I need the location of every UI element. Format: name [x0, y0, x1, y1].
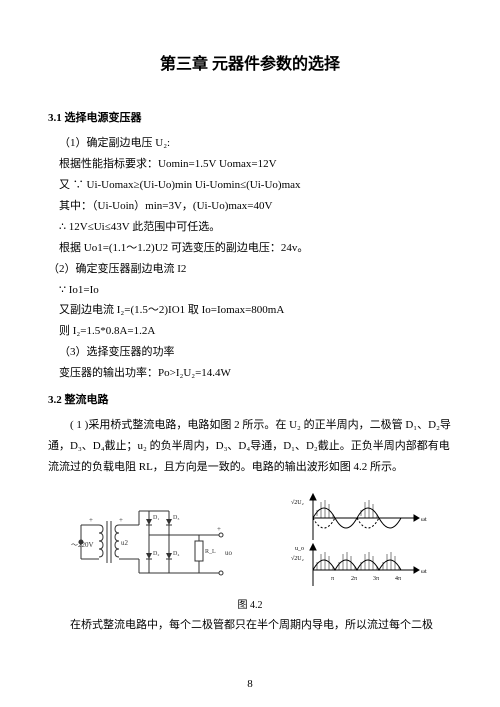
section-3-2-title: 3.2 整流电路: [48, 390, 452, 411]
svg-text:u_o: u_o: [295, 546, 304, 552]
svg-text:u2: u2: [121, 539, 129, 547]
svg-text:ωt: ωt: [421, 517, 427, 523]
svg-text:R_L: R_L: [205, 549, 216, 555]
svg-text:4π: 4π: [395, 576, 401, 582]
svg-text:+: +: [119, 516, 123, 524]
svg-text:π: π: [331, 576, 334, 582]
chapter-title: 第三章 元器件参数的选择: [48, 50, 452, 80]
line-3: 又 ∵ Ui-Uomax≥(Ui-Uo)min Ui-Uomin≤(Ui-Uo)…: [48, 175, 452, 196]
line-7: （2）确定变压器副边电流 I2: [48, 259, 452, 280]
svg-text:2π: 2π: [351, 576, 357, 582]
svg-text:～220V: ～220V: [71, 541, 94, 549]
line-12: 变压器的输出功率：Po>I₂U₂=14.4W: [48, 363, 452, 384]
line-10: 则 I₂=1.5*0.8A=1.2A: [48, 321, 452, 342]
svg-text:D₄: D₄: [173, 551, 179, 557]
svg-text:+: +: [89, 516, 93, 524]
section-3-1-title: 3.1 选择电源变压器: [48, 108, 452, 129]
para-3-2-1: ( 1 )采用桥式整流电路，电路如图 2 所示。在 U₂ 的正半周内，二极管 D…: [48, 415, 452, 478]
para-3-2-2: 在桥式整流电路中，每个二极管都只在半个周期内导电，所以流过每个二极: [48, 615, 452, 636]
svg-text:+: +: [217, 525, 221, 533]
waveform-diagram: √2U₂ ωt u_o √2U₂ π 2π 3π 4π ωt: [291, 492, 431, 592]
line-9: 又副边电流 I₂=(1.5～2)IO1 取 Io=Iomax=800mA: [48, 300, 452, 321]
line-6: 根据 Uo1=(1.1～1.2)U2 可选变压的副边电压：24v。: [48, 238, 452, 259]
svg-text:√2U₂: √2U₂: [291, 555, 304, 562]
line-2: 根据性能指标要求：Uomin=1.5V Uomax=12V: [48, 154, 452, 175]
page-number: 8: [0, 674, 500, 695]
svg-text:ωt: ωt: [421, 569, 427, 575]
line-8: ∵ Io1=Io: [48, 280, 452, 301]
line-11: （3）选择变压器的功率: [48, 342, 452, 363]
line-1: （1）确定副边电压 U₂:: [48, 133, 452, 154]
svg-text:√2U₂: √2U₂: [291, 499, 304, 506]
figure-caption: 图 4.2: [48, 596, 452, 615]
figure-row: ～220V + u2 + D₁: [48, 492, 452, 592]
circuit-diagram: ～220V + u2 + D₁: [69, 497, 249, 587]
svg-text:D₃: D₃: [173, 515, 179, 521]
svg-text:3π: 3π: [373, 576, 379, 582]
svg-text:D₂: D₂: [153, 551, 159, 557]
svg-text:uo: uo: [225, 549, 233, 557]
line-5: ∴ 12V≤Ui≤43V 此范围中可任选。: [48, 217, 452, 238]
line-4: 其中：（Ui-Uoin）min=3V，(Ui-Uo)max=40V: [48, 196, 452, 217]
svg-text:D₁: D₁: [153, 515, 159, 521]
